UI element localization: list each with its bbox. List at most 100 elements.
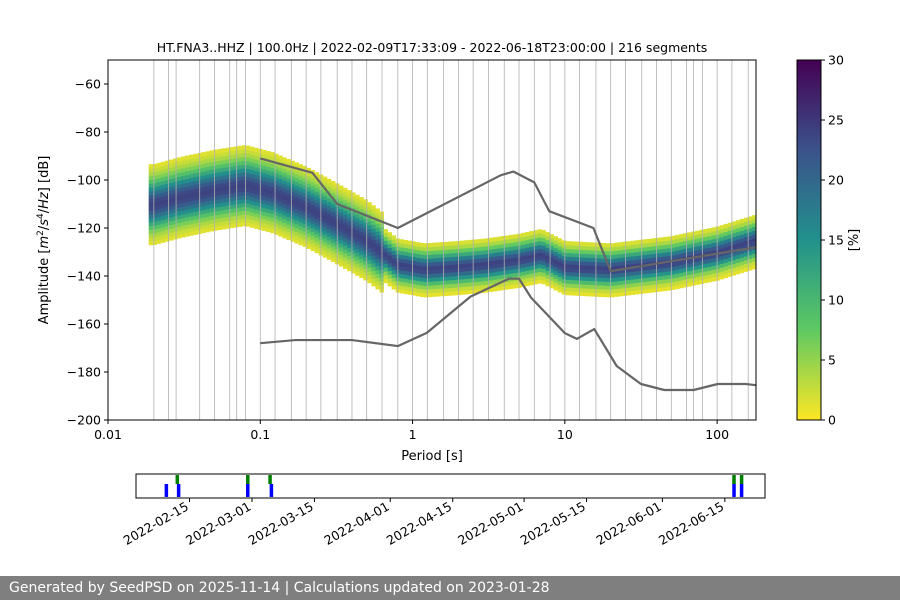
heat-cell (666, 267, 672, 272)
heat-cell (513, 245, 518, 251)
heat-cell (561, 248, 567, 253)
heat-cell (359, 235, 364, 240)
heat-cell (719, 259, 725, 264)
heat-cell (399, 254, 405, 259)
heat-cell (253, 224, 259, 229)
heat-cell (371, 212, 376, 218)
heat-cell (148, 221, 154, 226)
heat-cell (351, 211, 356, 216)
heat-cell (703, 240, 708, 245)
heat-cell (654, 283, 660, 289)
heat-cell (480, 246, 486, 251)
heat-cell (310, 177, 316, 182)
heat-cell (351, 223, 356, 228)
heat-cell (496, 255, 502, 261)
heat-cell (387, 239, 393, 245)
heat-cell (492, 279, 498, 284)
heat-cell (448, 279, 453, 285)
heat-cell (249, 219, 255, 224)
heat-cell (245, 222, 251, 227)
heat-cell (569, 252, 575, 258)
heat-cell (233, 188, 239, 193)
heat-cell (326, 194, 332, 199)
heat-cell (581, 280, 587, 285)
heat-cell (229, 204, 235, 209)
heat-cell (156, 174, 162, 179)
heat-cell (282, 187, 287, 193)
heat-cell (529, 273, 534, 278)
heat-cell (201, 159, 206, 165)
heat-cell (424, 285, 429, 290)
heat-cell (472, 247, 478, 252)
heat-cell (347, 266, 352, 272)
heat-cell (152, 236, 158, 242)
heat-cell (249, 177, 255, 182)
heat-cell (610, 247, 615, 252)
heat-cell (569, 256, 575, 261)
heat-cell (270, 213, 275, 218)
heat-cell (650, 276, 656, 281)
heat-cell (573, 268, 579, 273)
heat-cell (557, 284, 563, 289)
heat-cell (424, 270, 429, 275)
heat-cell (545, 239, 550, 245)
heat-cell (533, 280, 538, 285)
heat-cell (565, 260, 571, 265)
heat-cell (266, 177, 271, 183)
heat-cell (488, 241, 494, 246)
heat-cell (670, 243, 676, 248)
heat-cell (326, 232, 332, 237)
heat-cell (719, 275, 725, 280)
heat-cell (241, 168, 247, 173)
heat-cell (666, 247, 672, 253)
heat-cell (217, 160, 222, 165)
heat-cell (687, 259, 692, 264)
heat-cell (662, 240, 668, 245)
heat-cell (262, 196, 267, 201)
heat-cell (419, 292, 425, 298)
nlnm-curve (260, 277, 756, 392)
heat-cell (367, 244, 372, 249)
colorbar-tick-label: 15 (828, 233, 844, 248)
heat-cell (217, 164, 222, 169)
heat-cell (561, 271, 567, 276)
heat-cell (719, 267, 725, 272)
heat-cell (679, 260, 684, 266)
heat-cell (464, 278, 469, 283)
heat-cell (476, 277, 482, 282)
heat-cell (338, 216, 344, 221)
heat-cell (513, 280, 518, 285)
heat-cell (496, 251, 502, 257)
heat-cell (387, 259, 393, 264)
heat-cell (464, 270, 469, 276)
heat-cell (452, 283, 457, 288)
heat-cell (731, 263, 737, 268)
heat-cell (541, 276, 546, 281)
heat-cell (164, 195, 170, 200)
heat-cell (622, 249, 627, 254)
heat-cell (545, 274, 550, 279)
heat-cell (553, 266, 559, 272)
heat-cell (330, 200, 336, 205)
heat-cell (363, 272, 368, 277)
heat-cell (209, 161, 214, 167)
heat-cell (181, 183, 186, 188)
heat-cell (371, 259, 376, 264)
heat-cell (715, 257, 720, 262)
heat-cell (444, 257, 449, 262)
heat-cell (403, 239, 409, 245)
heat-cell (602, 292, 607, 298)
heat-cell (642, 289, 648, 294)
coverage-segment (268, 475, 272, 484)
heat-cell (160, 238, 166, 243)
heat-cell (245, 172, 251, 177)
heat-cell (302, 238, 307, 244)
heat-cell (221, 182, 227, 188)
heat-cell (687, 274, 692, 279)
heat-cell (577, 291, 583, 296)
y-axis: −60−80−100−120−140−160−180−200 (67, 77, 108, 428)
heat-cell (148, 194, 154, 200)
heat-cell (233, 169, 239, 174)
heat-cell (626, 279, 631, 284)
heat-cell (743, 259, 749, 265)
